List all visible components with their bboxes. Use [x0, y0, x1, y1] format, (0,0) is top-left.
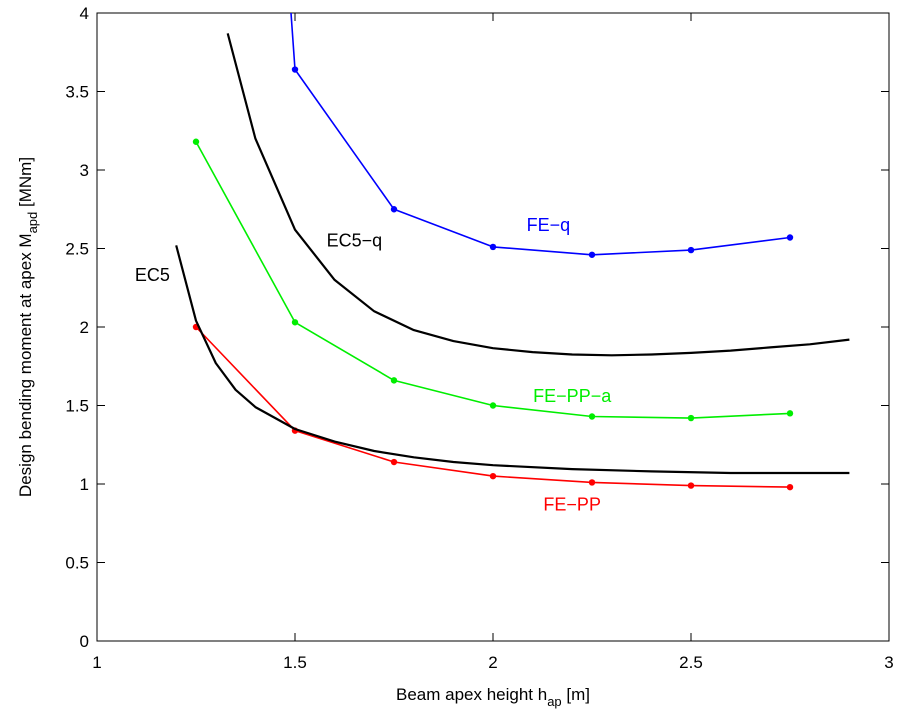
y-axis-label-unit: [MNm]	[16, 157, 35, 212]
series-label-fe-q: FE−q	[527, 215, 571, 235]
series-line-fe-pp-a	[195, 141, 791, 419]
data-point-fe-pp-a	[192, 138, 200, 145]
data-point-fe-q	[588, 251, 596, 258]
y-tick-label: 3.5	[65, 83, 89, 102]
data-point-fe-q	[291, 66, 299, 73]
y-tick-label: 0	[80, 632, 89, 651]
x-tick-label: 2	[488, 653, 497, 672]
data-point-fe-pp	[390, 458, 398, 466]
x-axis-label-sub: ap	[547, 694, 561, 709]
data-point-fe-q	[489, 243, 497, 251]
series-ec5	[175, 245, 850, 475]
x-tick-label: 3	[884, 653, 893, 672]
x-axis-label-unit: [m]	[562, 685, 590, 704]
y-tick-label: 4	[80, 4, 89, 23]
data-point-fe-pp	[687, 482, 695, 489]
x-axis-ticks: 1 1.5 2 2.5 3	[92, 13, 894, 672]
data-point-fe-pp	[588, 479, 596, 486]
series-ec5-q	[226, 33, 850, 357]
y-axis-label: Design bending moment at apex Mapd [MNm]	[16, 157, 40, 497]
series-line-ec5-q	[226, 33, 850, 357]
y-tick-label: 0.5	[65, 554, 89, 573]
x-tick-label: 1.5	[283, 653, 307, 672]
plot-area-border	[96, 12, 890, 642]
data-point-fe-q	[687, 246, 695, 254]
series-label-fe-pp: FE−PP	[543, 494, 601, 514]
data-point-fe-pp	[489, 472, 497, 480]
plot-frame	[96, 12, 890, 642]
data-point-fe-pp-a	[687, 414, 695, 422]
x-tick-label: 1	[92, 653, 101, 672]
series-line-ec5	[175, 245, 850, 475]
data-point-fe-q	[786, 234, 794, 241]
series-fe-pp-a	[192, 138, 794, 422]
data-point-fe-pp-a	[390, 377, 398, 384]
x-axis-label: Beam apex height hap [m]	[396, 685, 590, 709]
data-point-fe-pp-a	[588, 413, 596, 420]
data-point-fe-pp-a	[786, 410, 794, 417]
series-fe-q	[290, 13, 794, 258]
series-layer: FE−q FE−PP−a FE−PP EC5−q EC5	[135, 13, 850, 514]
data-point-fe-pp-a	[291, 319, 299, 326]
series-label-ec5: EC5	[135, 265, 170, 285]
y-tick-label: 3	[80, 161, 89, 180]
data-point-fe-pp-a	[489, 402, 497, 409]
data-point-fe-pp	[786, 483, 794, 491]
y-axis-label-sub: apd	[25, 212, 40, 234]
y-tick-label: 1	[80, 475, 89, 494]
x-axis-label-main: Beam apex height h	[396, 685, 547, 704]
x-tick-label: 2.5	[679, 653, 703, 672]
series-label-fe-pp-a: FE−PP−a	[533, 386, 612, 406]
series-label-ec5-q: EC5−q	[327, 231, 383, 251]
y-tick-label: 2	[80, 318, 89, 337]
y-axis-ticks: 0 0.5 1 1.5 2 2.5 3 3.5 4	[65, 4, 889, 651]
y-axis-label-main: Design bending moment at apex M	[16, 233, 35, 497]
data-point-fe-q	[390, 206, 398, 213]
y-tick-label: 1.5	[65, 397, 89, 416]
y-tick-label: 2.5	[65, 240, 89, 259]
